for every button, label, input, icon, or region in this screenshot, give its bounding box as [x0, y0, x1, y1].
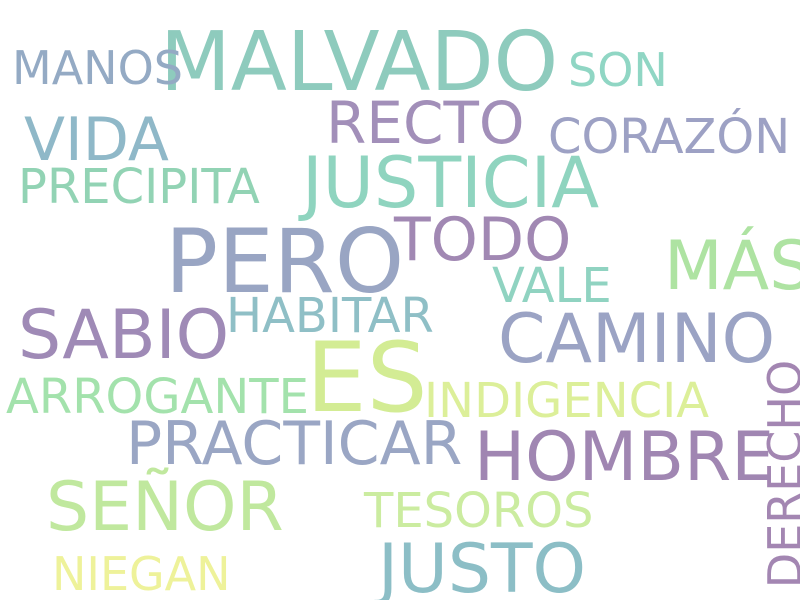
word-pero: PERO — [165, 210, 405, 313]
word-es: ES — [306, 322, 428, 434]
word-hombre: HOMBRE — [474, 418, 775, 497]
word-vida: VIDA — [24, 105, 169, 175]
word-tesoros: TESOROS — [364, 483, 594, 539]
word-recto: RECTO — [326, 89, 525, 157]
word-niegan: NIEGAN — [52, 547, 231, 600]
word-son: SON — [568, 43, 668, 97]
word-mas: MÁS — [664, 227, 800, 306]
word-practicar: PRACTICAR — [126, 409, 463, 479]
word-malvado: MALVADO — [160, 15, 559, 110]
word-vale: VALE — [492, 258, 612, 314]
word-corazon: CORAZÓN — [548, 109, 791, 165]
word-habitar: HABITAR — [226, 288, 434, 344]
word-camino: CAMINO — [498, 300, 776, 379]
word-arrogante: ARROGANTE — [6, 369, 309, 425]
word-manos: MANOS — [12, 41, 183, 95]
word-senor: SEÑOR — [46, 468, 284, 547]
word-todo: TODO — [394, 205, 572, 275]
word-indigencia: INDIGENCIA — [424, 373, 710, 429]
word-justicia: JUSTICIA — [302, 142, 600, 224]
word-precipita: PRECIPITA — [18, 159, 260, 215]
word-justo: JUSTO — [378, 530, 587, 600]
word-sabio: SABIO — [18, 296, 230, 375]
